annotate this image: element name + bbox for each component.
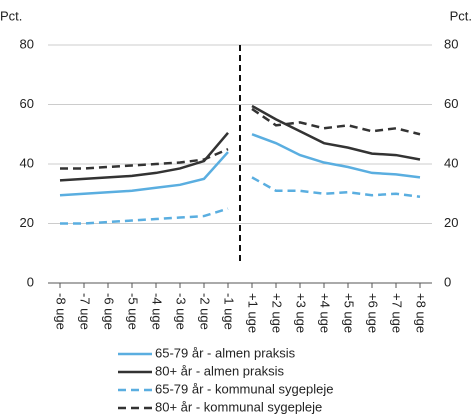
y2-tick-label: 0 (444, 274, 451, 289)
x-tick-label: -5 uge (126, 293, 141, 330)
y-tick-label: 0 (27, 274, 34, 289)
x-tick-label: +3 uge (294, 293, 309, 333)
x-tick-label: -3 uge (174, 293, 189, 330)
x-tick-label: -4 uge (150, 293, 165, 330)
y-tick-label: 40 (20, 155, 34, 170)
y-tick-label: 80 (20, 36, 34, 51)
y-tick-label: 20 (20, 215, 34, 230)
x-tick-label: -1 uge (222, 293, 237, 330)
y2-axis-label: Pct. (450, 8, 472, 23)
x-tick-label: -6 uge (102, 293, 117, 330)
x-tick-label: +4 uge (318, 293, 333, 333)
y2-tick-label: 20 (444, 215, 458, 230)
y2-tick-label: 80 (444, 36, 458, 51)
legend-label: 65-79 år - kommunal sygepleje (155, 381, 333, 396)
x-tick-label: +8 uge (414, 293, 429, 333)
series-line (60, 107, 421, 170)
x-tick-label: +2 uge (270, 293, 285, 333)
y2-tick-label: 40 (444, 155, 458, 170)
x-tick-label: -7 uge (78, 293, 93, 330)
x-tick-label: -2 uge (198, 293, 213, 330)
series-line (59, 104, 421, 182)
legend-label: 65-79 år - almen praksis (155, 345, 296, 360)
y-tick-label: 60 (20, 96, 34, 111)
legend-label: 80+ år - kommunal sygepleje (155, 399, 322, 414)
x-tick-label: +7 uge (390, 293, 405, 333)
y-axis-label: Pct. (0, 8, 22, 23)
x-tick-label: +1 uge (246, 293, 261, 333)
x-tick-label: +5 uge (342, 293, 357, 333)
series-line (59, 133, 421, 197)
x-tick-label: -8 uge (54, 293, 69, 330)
series-line (60, 176, 421, 225)
x-tick-label: +6 uge (366, 293, 381, 333)
legend-label: 80+ år - almen praksis (155, 363, 284, 378)
y2-tick-label: 60 (444, 96, 458, 111)
